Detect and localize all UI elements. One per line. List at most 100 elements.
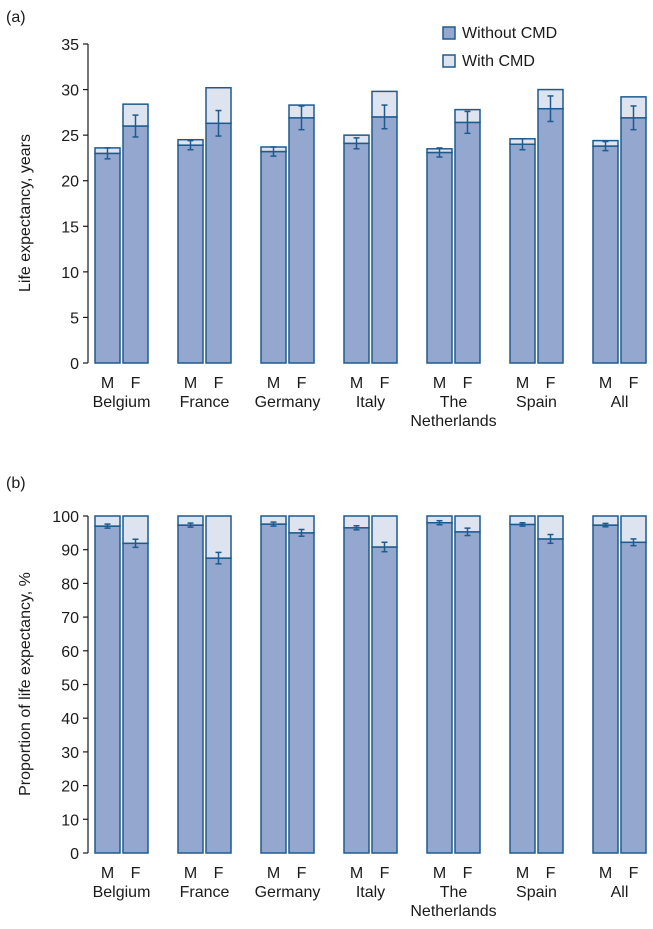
bar-without-cmd-belgium-m bbox=[94, 152, 121, 364]
bar-without-cmd-germany-f bbox=[288, 532, 315, 854]
bar-without-cmd-germany-m bbox=[260, 523, 287, 854]
group-label-italy: Italy bbox=[356, 884, 385, 901]
bar-label-the-netherlands-f: F bbox=[463, 375, 473, 392]
bar-label-germany-m: M bbox=[267, 375, 280, 392]
bar-label-belgium-m: M bbox=[101, 375, 114, 392]
y-tick-label-25: 25 bbox=[61, 128, 79, 145]
bar-label-all-f: F bbox=[629, 865, 639, 882]
bar-without-cmd-the-netherlands-f bbox=[454, 121, 481, 364]
bar-without-cmd-france-f bbox=[205, 122, 232, 364]
group-label-all: All bbox=[611, 394, 629, 411]
y-tick-label-90: 90 bbox=[61, 543, 79, 560]
bar-label-the-netherlands-m: M bbox=[433, 375, 446, 392]
bar-label-spain-m: M bbox=[516, 865, 529, 882]
group-label-the-netherlands-line-0: The bbox=[440, 394, 468, 411]
bar-label-italy-f: F bbox=[380, 375, 390, 392]
bar-label-spain-f: F bbox=[546, 375, 556, 392]
bar-without-cmd-belgium-f bbox=[122, 542, 149, 854]
bar-label-france-m: M bbox=[184, 865, 197, 882]
y-tick-label-30: 30 bbox=[61, 745, 79, 762]
bar-without-cmd-italy-f bbox=[371, 546, 398, 854]
group-label-all: All bbox=[611, 884, 629, 901]
legend: Without CMD With CMD bbox=[442, 25, 557, 70]
legend-swatch-with-cmd bbox=[442, 54, 456, 68]
y-tick-label-10: 10 bbox=[61, 265, 79, 282]
bar-without-cmd-all-f bbox=[620, 117, 647, 364]
y-tick-label-100: 100 bbox=[52, 509, 79, 526]
panel-b-label: (b) bbox=[6, 475, 26, 492]
y-tick-label-70: 70 bbox=[61, 610, 79, 627]
y-tick-label-20: 20 bbox=[61, 174, 79, 191]
bar-without-cmd-belgium-f bbox=[122, 125, 149, 364]
group-label-belgium: Belgium bbox=[93, 394, 151, 411]
bar-label-spain-m: M bbox=[516, 375, 529, 392]
bar-label-all-m: M bbox=[599, 865, 612, 882]
bar-without-cmd-spain-f bbox=[537, 107, 564, 364]
bar-label-spain-f: F bbox=[546, 865, 556, 882]
y-tick-label-5: 5 bbox=[70, 310, 79, 327]
bar-without-cmd-spain-m bbox=[509, 523, 536, 854]
bar-label-france-f: F bbox=[214, 865, 224, 882]
group-label-germany: Germany bbox=[255, 394, 321, 411]
bar-without-cmd-the-netherlands-f bbox=[454, 531, 481, 854]
group-label-belgium: Belgium bbox=[93, 884, 151, 901]
bar-without-cmd-spain-m bbox=[509, 143, 536, 364]
bar-label-italy-f: F bbox=[380, 865, 390, 882]
legend-swatch-without-cmd bbox=[442, 26, 456, 40]
panel-b-chart: (b) Proportion of life expectancy, % M FB… bbox=[6, 475, 647, 920]
y-tick-label-0: 0 bbox=[70, 846, 79, 863]
bar-label-the-netherlands-m: M bbox=[433, 865, 446, 882]
y-tick-label-20: 20 bbox=[61, 779, 79, 796]
bar-label-belgium-f: F bbox=[131, 375, 141, 392]
bar-without-cmd-france-m bbox=[177, 144, 204, 364]
y-tick-label-10: 10 bbox=[61, 812, 79, 829]
bar-without-cmd-france-f bbox=[205, 557, 232, 854]
bar-label-france-m: M bbox=[184, 375, 197, 392]
group-label-the-netherlands-line-1: Netherlands bbox=[410, 413, 496, 430]
bar-label-germany-f: F bbox=[297, 865, 307, 882]
bar-label-germany-f: F bbox=[297, 375, 307, 392]
y-tick-label-80: 80 bbox=[61, 576, 79, 593]
legend-label-with-cmd: With CMD bbox=[462, 53, 535, 70]
panel-b-ylabel: Proportion of life expectancy, % bbox=[17, 572, 34, 796]
bar-label-belgium-f: F bbox=[131, 865, 141, 882]
bar-label-belgium-m: M bbox=[101, 865, 114, 882]
y-tick-label-35: 35 bbox=[61, 37, 79, 54]
bar-label-all-f: F bbox=[629, 375, 639, 392]
bar-without-cmd-germany-f bbox=[288, 117, 315, 364]
bar-without-cmd-italy-f bbox=[371, 116, 398, 364]
bar-label-italy-m: M bbox=[350, 375, 363, 392]
y-tick-label-30: 30 bbox=[61, 83, 79, 100]
bar-label-germany-m: M bbox=[267, 865, 280, 882]
bar-without-cmd-all-m bbox=[592, 524, 619, 854]
bar-without-cmd-italy-m bbox=[343, 142, 370, 364]
group-label-spain: Spain bbox=[516, 884, 557, 901]
y-tick-label-0: 0 bbox=[70, 356, 79, 373]
group-label-the-netherlands-line-0: The bbox=[440, 884, 468, 901]
bar-label-all-m: M bbox=[599, 375, 612, 392]
group-label-france: France bbox=[180, 394, 230, 411]
legend-label-without-cmd: Without CMD bbox=[462, 25, 557, 42]
bar-without-cmd-belgium-m bbox=[94, 525, 121, 854]
bar-with-cmd-france-f bbox=[205, 515, 232, 559]
bar-without-cmd-france-m bbox=[177, 524, 204, 854]
bar-without-cmd-spain-f bbox=[537, 538, 564, 854]
bar-without-cmd-all-f bbox=[620, 541, 647, 854]
y-tick-label-60: 60 bbox=[61, 644, 79, 661]
bar-without-cmd-the-netherlands-m bbox=[426, 151, 453, 364]
y-tick-label-15: 15 bbox=[61, 219, 79, 236]
panel-a-label: (a) bbox=[6, 9, 26, 26]
bar-without-cmd-the-netherlands-m bbox=[426, 521, 453, 854]
panel-a-ylabel: Life expectancy, years bbox=[17, 134, 34, 292]
bar-label-the-netherlands-f: F bbox=[463, 865, 473, 882]
bar-without-cmd-italy-m bbox=[343, 527, 370, 854]
bar-label-italy-m: M bbox=[350, 865, 363, 882]
y-tick-label-40: 40 bbox=[61, 711, 79, 728]
group-label-france: France bbox=[180, 884, 230, 901]
bar-without-cmd-all-m bbox=[592, 145, 619, 364]
bar-without-cmd-germany-m bbox=[260, 150, 287, 364]
bar-label-france-f: F bbox=[214, 375, 224, 392]
y-tick-label-50: 50 bbox=[61, 678, 79, 695]
